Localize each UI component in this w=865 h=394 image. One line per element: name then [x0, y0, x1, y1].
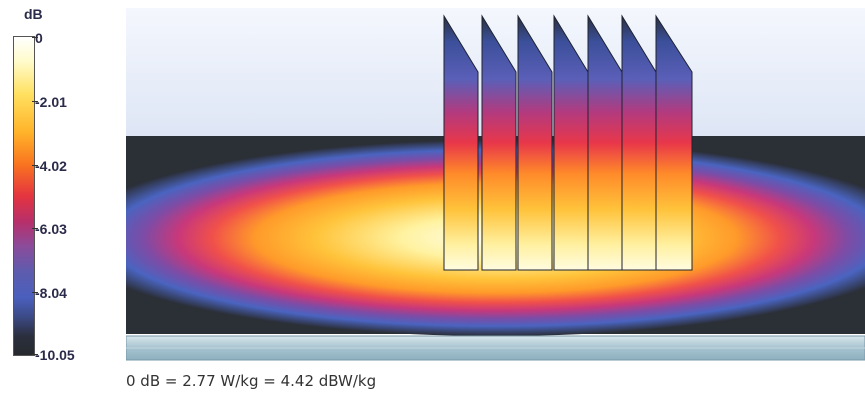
colorbar-tick-label: 0 [32, 30, 43, 46]
sar-distribution-plot [126, 8, 865, 361]
colorbar-tick-label: -10.05 [32, 347, 75, 363]
reference-caption: 0 dB = 2.77 W/kg = 4.42 dBW/kg [126, 372, 377, 390]
slice [517, 14, 553, 271]
colorbar-tick-label: -6.03 [32, 221, 67, 237]
colorbar-tick-label: -8.04 [32, 285, 67, 301]
slice [443, 14, 479, 271]
slice [655, 14, 693, 271]
colorbar-tick-label: -4.02 [32, 158, 67, 174]
slice [481, 14, 517, 271]
colorbar [13, 36, 35, 356]
colorbar-tick-label: -2.01 [32, 94, 67, 110]
vertical-slices [443, 14, 693, 271]
colorbar-unit-label: dB [24, 6, 43, 22]
